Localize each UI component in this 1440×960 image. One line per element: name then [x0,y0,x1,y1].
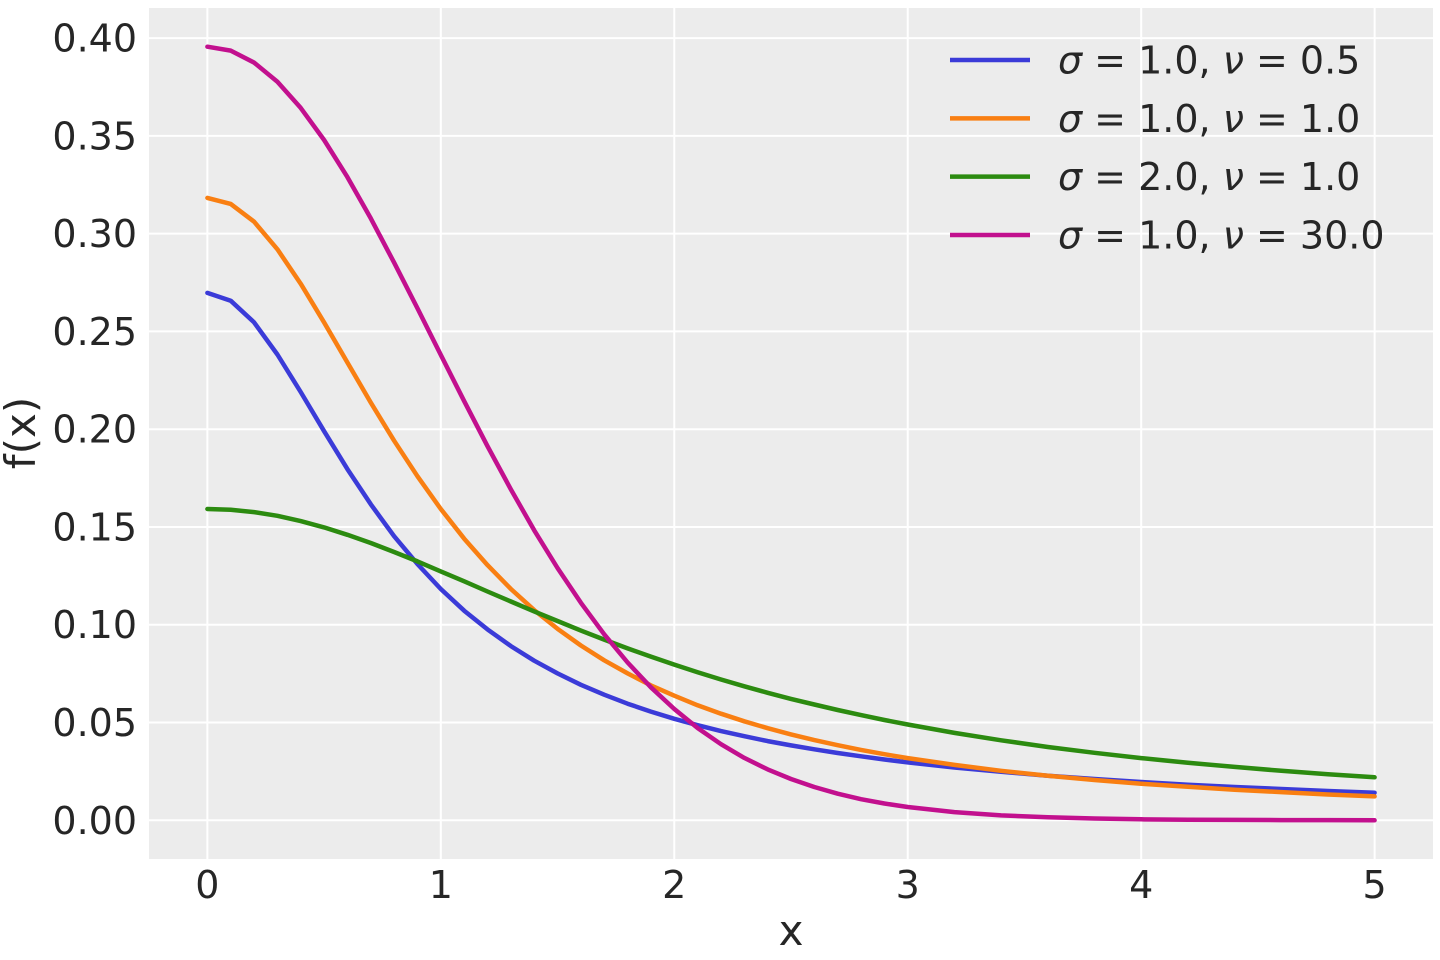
series-lines [205,44,1377,823]
legend-label: σ = 1.0, ν = 0.5 [1058,39,1360,83]
x-axis-label: x [779,906,804,955]
y-tick-label: 0.40 [52,17,137,61]
legend-label: σ = 2.0, ν = 1.0 [1058,155,1360,199]
plot-area [149,8,1433,859]
x-tick-label: 1 [429,863,453,907]
y-tick-label: 0.00 [52,799,137,843]
legend-label: σ = 1.0, ν = 1.0 [1058,97,1360,141]
y-tick-label: 0.20 [52,408,137,452]
series-line-3 [205,44,1377,823]
legend: σ = 1.0, ν = 0.5 σ = 1.0, ν = 1.0 σ = 2.0,… [950,39,1385,257]
y-tick-label: 0.35 [52,114,137,158]
series-line-2 [205,506,1377,780]
gridlines [149,8,1433,859]
x-tick-label: 0 [195,863,219,907]
x-tick-label: 2 [662,863,686,907]
y-tick-labels: 0.00 0.05 0.10 0.15 0.20 0.25 0.30 0.35 0.40 [52,17,137,843]
x-tick-labels: 0 1 2 3 4 5 [195,863,1386,907]
y-tick-label: 0.05 [52,701,137,745]
y-axis-label: f(x) [0,397,45,469]
x-tick-label: 5 [1363,863,1387,907]
legend-label: σ = 1.0, ν = 30.0 [1058,213,1385,257]
y-tick-label: 0.30 [52,212,137,256]
series-line-1 [205,195,1377,799]
y-tick-label: 0.10 [52,603,137,647]
y-tick-label: 0.15 [52,505,137,549]
x-tick-label: 3 [896,863,920,907]
y-tick-label: 0.25 [52,310,137,354]
x-tick-label: 4 [1129,863,1153,907]
